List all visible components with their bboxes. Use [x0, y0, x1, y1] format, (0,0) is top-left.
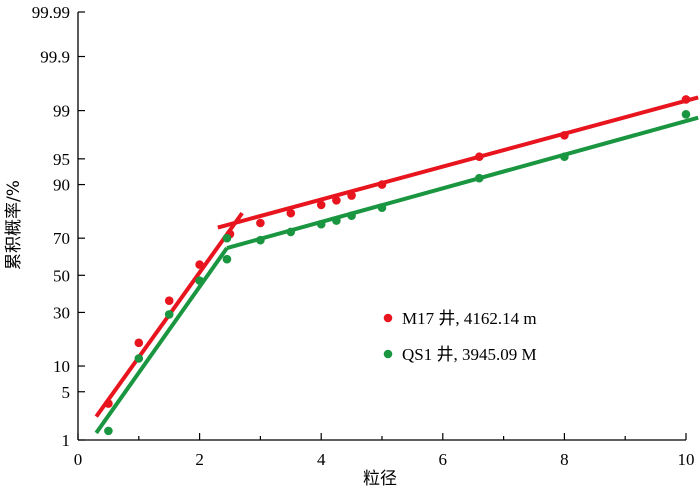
m17-data-point [164, 296, 174, 305]
x-tick-label: 6 [439, 450, 448, 469]
y-axis-title: 累积概率/% [4, 180, 24, 270]
y-tick-label: 90 [53, 176, 70, 195]
qs1-data-point [195, 276, 204, 285]
x-tick-label: 8 [560, 450, 569, 469]
m17-data-point [560, 131, 569, 140]
y-tick-label: 95 [53, 150, 70, 169]
qs1-data-point [347, 211, 356, 221]
fit-lines [94, 95, 699, 435]
data-points [104, 95, 691, 436]
qs1-data-point [164, 310, 174, 319]
x-axis-title: 粒径 [363, 469, 397, 489]
qs1-data-point [332, 216, 341, 225]
x-tick-label: 4 [317, 450, 326, 469]
qs1-data-point [134, 354, 144, 363]
m17-data-point [681, 95, 691, 104]
legend-marker-m17 [383, 313, 393, 323]
m17-fit-line [217, 95, 699, 230]
m17-data-point [256, 218, 265, 228]
m17-data-point [347, 191, 356, 200]
legend-label-m17: M17 井, 4162.14 m [402, 309, 537, 328]
qs1-data-point [104, 426, 113, 436]
axes [77, 12, 686, 441]
y-tick-label: 99 [53, 102, 70, 121]
m17-data-point [195, 260, 204, 269]
ticks: 1 5 10 30 50 70 90 95 99 99.9 99.99 0 2 4 6 8 10 [32, 3, 695, 469]
y-tick-label: 99.99 [32, 3, 70, 22]
x-tick-label: 10 [678, 450, 695, 469]
m17-data-point [286, 208, 296, 218]
qs1-data-point [316, 219, 326, 229]
m17-data-point [377, 180, 387, 189]
y-tick-label: 30 [53, 303, 70, 322]
m17-data-point [316, 200, 326, 210]
x-tick-label: 2 [195, 450, 204, 469]
x-tick-label: 0 [74, 450, 83, 469]
y-tick-label: 10 [53, 357, 70, 376]
qs1-data-point [222, 254, 232, 264]
m17-data-point [134, 338, 144, 348]
y-tick-label: 50 [53, 266, 70, 285]
qs1-data-point [681, 110, 691, 119]
qs1-fit-line [226, 115, 699, 250]
qs1-data-point [377, 203, 387, 213]
qs1-data-point [286, 227, 296, 237]
y-tick-label: 5 [62, 383, 71, 402]
legend-marker-qs1 [383, 349, 393, 359]
legend-label-qs1: QS1 井, 3945.09 M [402, 345, 537, 364]
y-tick-label: 99.9 [40, 48, 70, 67]
legend: M17 井, 4162.14 m QS1 井, 3945.09 M [383, 309, 537, 364]
y-tick-label: 70 [53, 229, 70, 248]
qs1-data-point [560, 152, 569, 162]
qs1-data-point [256, 235, 265, 245]
qs1-data-point [474, 173, 484, 183]
y-tick-label: 1 [62, 431, 71, 450]
m17-data-point [474, 152, 484, 162]
m17-data-point [332, 196, 341, 205]
m17-data-point [104, 399, 113, 408]
qs1-data-point [222, 233, 232, 243]
qs1-fit-line [94, 246, 229, 435]
